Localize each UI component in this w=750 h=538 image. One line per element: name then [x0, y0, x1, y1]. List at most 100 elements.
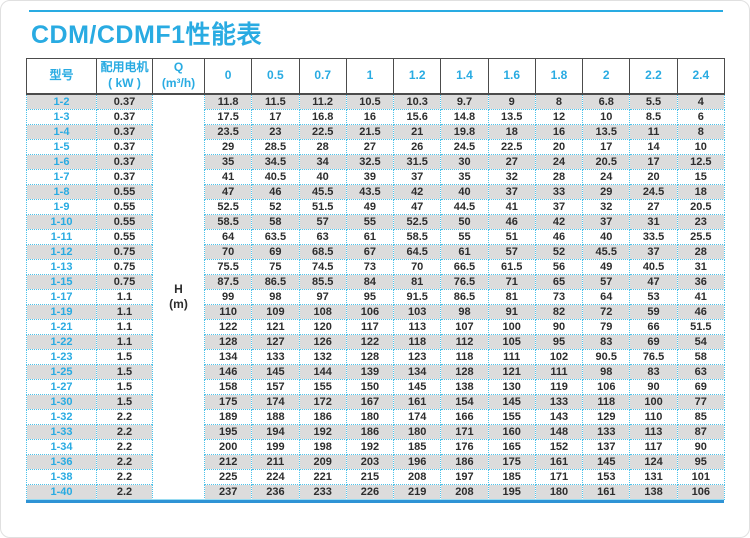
row-head-value: 46 [487, 214, 536, 230]
row-head-value: 85.5 [298, 274, 347, 290]
row-head-value: 90 [629, 379, 678, 395]
row-head-value: 12.5 [676, 154, 725, 170]
row-head-value: 52 [534, 244, 584, 260]
row-head-value: 16 [534, 124, 584, 140]
row-motor-kw: 1.1 [96, 334, 153, 350]
header-flow-value: 0.5 [251, 58, 300, 95]
row-head-value: 22.5 [487, 139, 536, 155]
header-flow-value: 2 [582, 58, 631, 95]
row-head-value: 68.5 [298, 244, 347, 260]
row-head-value: 145 [582, 454, 631, 470]
table-row: 1-25 1.5 146 145 144 139 134 128 121 111 98 83 63 [26, 364, 725, 380]
row-head-value: 133 [534, 394, 584, 410]
row-head-value: 117 [345, 319, 395, 335]
row-head-value: 126 [298, 334, 347, 350]
row-motor-kw: 0.75 [96, 259, 153, 275]
table-row: 1-30 1.5 175 174 172 167 161 154 145 133 118 100 77 [26, 394, 725, 410]
row-head-value: 24 [534, 154, 584, 170]
row-head-value: 51.5 [676, 319, 725, 335]
row-head-value: 109 [251, 304, 300, 320]
row-model: 1-25 [26, 364, 97, 380]
row-head-value: 128 [345, 349, 395, 365]
row-head-value: 49 [345, 199, 395, 215]
row-head-value: 82 [534, 304, 584, 320]
row-head-value: 17 [251, 109, 300, 125]
row-head-value: 87 [676, 424, 725, 440]
row-head-value: 45.5 [298, 184, 347, 200]
header-flow-value: 1.4 [440, 58, 489, 95]
row-head-value: 58 [676, 349, 725, 365]
row-head-value: 91 [487, 304, 536, 320]
row-head-value: 199 [251, 439, 300, 455]
row-head-value: 194 [251, 424, 300, 440]
row-motor-kw: 0.37 [96, 93, 153, 110]
row-head-value: 158 [203, 379, 253, 395]
header-flow-value: 2.4 [676, 58, 725, 95]
row-head-value: 175 [203, 394, 253, 410]
row-head-value: 90 [676, 439, 725, 455]
row-head-value: 57 [298, 214, 347, 230]
row-head-value: 6.8 [582, 93, 631, 110]
row-head-value: 208 [440, 484, 489, 500]
row-head-value: 117 [629, 439, 678, 455]
row-head-value: 37 [582, 214, 631, 230]
row-motor-kw: 0.75 [96, 244, 153, 260]
row-head-value: 13.5 [487, 109, 536, 125]
table-row: 1-36 2.2 212 211 209 203 196 186 175 161 145 124 95 [26, 454, 725, 470]
row-head-value: 8.5 [629, 109, 678, 125]
row-motor-kw: 1.1 [96, 304, 153, 320]
row-head-value: 33 [534, 184, 584, 200]
row-head-value: 46 [251, 184, 300, 200]
row-head-value: 27 [487, 154, 536, 170]
row-motor-kw: 2.2 [96, 454, 153, 470]
row-head-value: 10 [582, 109, 631, 125]
row-head-value: 161 [582, 484, 631, 500]
row-head-value: 137 [582, 439, 631, 455]
row-head-value: 71 [487, 274, 536, 290]
row-head-value: 81 [487, 289, 536, 305]
row-head-value: 118 [393, 334, 442, 350]
row-head-value: 11.2 [298, 93, 347, 110]
row-head-value: 9.7 [440, 93, 489, 110]
row-head-value: 102 [534, 349, 584, 365]
row-head-value: 119 [534, 379, 584, 395]
row-head-value: 180 [393, 424, 442, 440]
performance-table: 型号 配用电机 ( kW ) Q (m³/h) 0 0.5 0.7 1 1.2 1.4 1.… [26, 58, 725, 500]
row-head-value: 87.5 [203, 274, 253, 290]
row-head-value: 40 [582, 229, 631, 245]
row-head-value: 198 [298, 439, 347, 455]
row-head-value: 107 [440, 319, 489, 335]
row-head-value: 73 [345, 259, 395, 275]
table-row: 1-13 0.75 75.5 75 74.5 73 70 66.5 61.5 56 49 40.5 31 [26, 259, 725, 275]
row-head-value: 11.5 [251, 93, 300, 110]
row-model: 1-4 [26, 124, 97, 140]
row-model: 1-15 [26, 274, 97, 290]
row-head-value: 225 [203, 469, 253, 485]
row-head-value: 186 [345, 424, 395, 440]
row-head-value: 171 [440, 424, 489, 440]
row-head-value: 188 [251, 409, 300, 425]
row-model: 1-9 [26, 199, 97, 215]
header-motor-line2: ( kW ) [108, 76, 141, 90]
row-head-value: 20.5 [582, 154, 631, 170]
row-head-value: 10 [676, 139, 725, 155]
row-head-value: 121 [487, 364, 536, 380]
row-head-value: 28 [534, 169, 584, 185]
row-head-value: 128 [203, 334, 253, 350]
row-head-value: 42 [534, 214, 584, 230]
table-row: 1-8 0.55 47 46 45.5 43.5 42 40 37 33 29 24.5 18 [26, 184, 725, 200]
header-motor: 配用电机 ( kW ) [96, 58, 153, 95]
row-head-value: 31 [629, 214, 678, 230]
row-motor-kw: 0.55 [96, 229, 153, 245]
row-head-value: 23 [251, 124, 300, 140]
table-row: 1-9 0.55 52.5 52 51.5 49 47 44.5 41 37 32 27 20.5 [26, 199, 725, 215]
row-head-value: 5.5 [629, 93, 678, 110]
row-head-value: 131 [629, 469, 678, 485]
row-head-value: 106 [582, 379, 631, 395]
row-motor-kw: 2.2 [96, 439, 153, 455]
row-head-value: 11 [629, 124, 678, 140]
row-head-value: 50 [440, 214, 489, 230]
row-head-value: 69 [676, 379, 725, 395]
row-model: 1-27 [26, 379, 97, 395]
row-head-value: 6 [676, 109, 725, 125]
